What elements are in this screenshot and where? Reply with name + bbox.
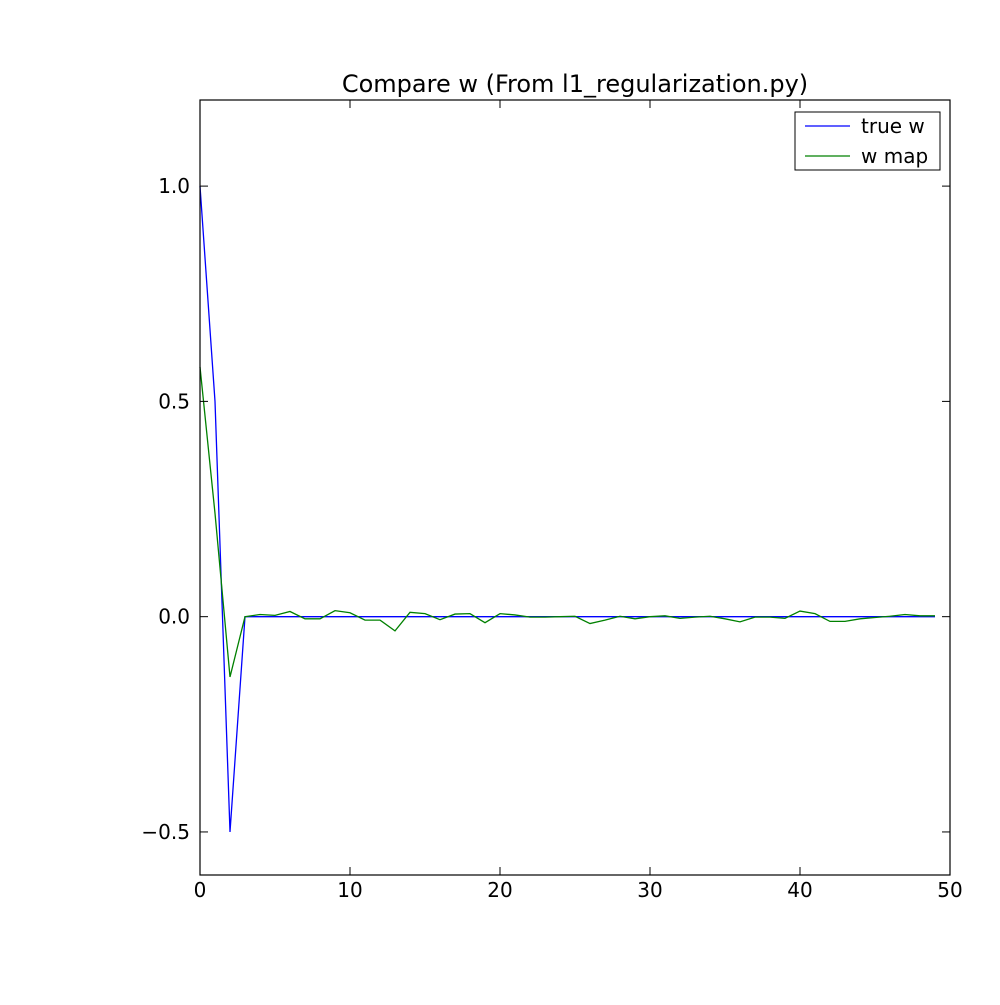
legend-label-1: w map (861, 144, 928, 168)
axes-layer: 0 10 20 30 40 50 −0.5 0.0 0.5 1.0 (141, 99, 963, 902)
series-layer (199, 186, 935, 832)
y-tick-label: 1.0 (158, 174, 190, 198)
y-tick-label: 0.5 (158, 389, 190, 413)
x-tick-label: 50 (937, 878, 962, 902)
chart-title: Compare w (From l1_regularization.py) (342, 70, 808, 98)
y-tick-label: 0.0 (158, 605, 190, 629)
x-tick-label: 20 (487, 878, 512, 902)
legend-label-0: true w (861, 114, 925, 138)
series-line-1 (199, 366, 935, 678)
x-tick-label: 0 (194, 878, 207, 902)
series-line-0 (199, 186, 935, 832)
x-tick-label: 30 (637, 878, 662, 902)
x-tick-label: 10 (337, 878, 362, 902)
y-tick-label: −0.5 (141, 820, 190, 844)
plot-frame (199, 99, 951, 876)
legend-box (794, 111, 941, 171)
legend: true w w map (794, 111, 941, 171)
x-tick-label: 40 (787, 878, 812, 902)
